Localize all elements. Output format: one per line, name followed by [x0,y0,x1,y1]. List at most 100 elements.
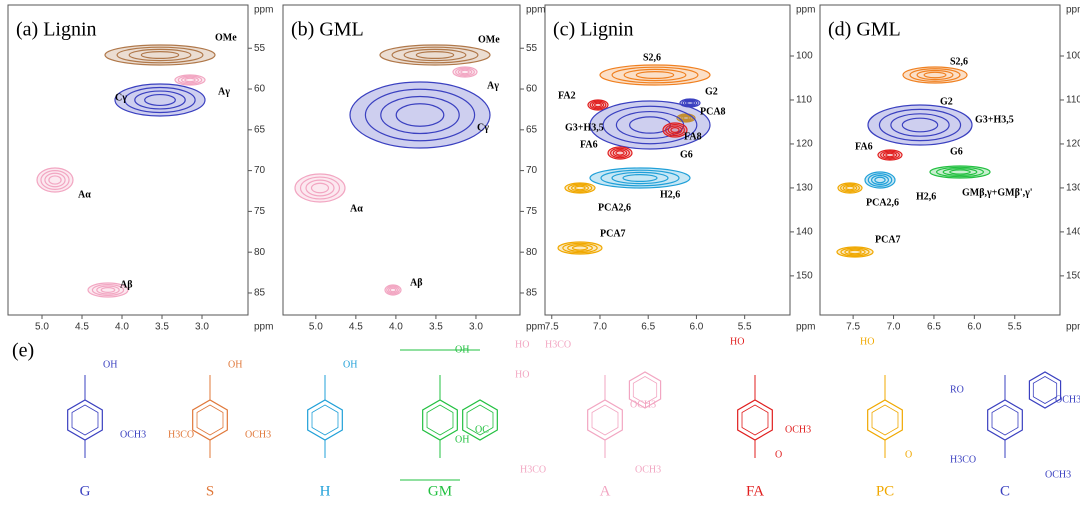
contour [44,172,66,188]
panel-title: (a) Lignin [16,19,97,41]
peak-label: G2 [940,96,953,107]
contour [867,173,893,187]
contour [562,242,598,254]
substituent: OH [455,434,469,445]
contour [682,116,690,120]
substituent: HO [860,336,874,347]
contour [681,99,699,107]
substituent: HO [515,339,529,350]
contour [842,184,858,192]
ring [422,399,458,441]
x-tick-label: 5.0 [309,322,323,333]
ring [462,399,498,441]
y-tick-label: 130 [1066,183,1080,194]
y-tick-label: 150 [796,271,813,282]
contour [128,48,192,62]
panel-title: (c) Lignin [553,19,634,41]
contour [878,108,962,142]
x-tick-label: 5.0 [35,322,49,333]
contour [600,169,680,187]
peak-label: G6 [680,149,693,160]
peak-label: Aγ [218,86,230,97]
peak-label: Cγ [115,92,127,103]
contour [364,88,476,142]
contour [460,69,470,75]
y-tick-label: 100 [1066,51,1080,62]
contour [685,101,694,105]
y-tick-label: 85 [526,288,538,299]
peak-label: PCA7 [875,234,901,245]
contour [294,173,346,203]
contour [387,286,399,294]
peak-label: OMe [478,34,500,45]
peak-label: Aγ [487,80,499,91]
contour [848,249,862,255]
ring-inner [741,404,769,436]
contour [610,147,630,159]
structure-label: G [80,483,91,499]
x-tick-label: 7.0 [887,322,901,333]
contour [611,171,669,185]
x-tick-label: 6.0 [967,322,981,333]
ring [192,399,228,441]
peak-label: PCA2,6 [866,197,899,208]
peak-label: FA6 [580,139,598,150]
y-tick-label: 140 [796,227,813,238]
peak-label: Aα [78,189,91,200]
contour [455,67,475,77]
y-tick-label: 110 [796,95,812,106]
ring-inner [1032,376,1058,404]
contour [310,182,330,194]
y-unit: ppm [796,5,815,16]
y-tick-label: 75 [254,206,266,217]
y-tick-label: 110 [1066,95,1080,106]
contour [623,68,687,82]
x-tick-label: 7.5 [545,322,559,333]
peak-label: PCA7 [600,228,626,239]
y-unit: ppm [526,5,545,16]
contour [457,68,473,76]
y-tick-label: 70 [254,165,266,176]
ring [307,399,343,441]
y-tick-label: 60 [254,84,266,95]
ring-inner [71,404,99,436]
ring-inner [196,404,224,436]
y-tick-label: 85 [254,288,266,299]
y-tick-label: 60 [526,84,538,95]
plot-frame [7,4,249,316]
panel-title: (b) GML [291,19,364,41]
ring-inner [991,404,1019,436]
substituent: H3CO [545,339,571,350]
contour [144,93,176,107]
peak-label: G3+H3,5 [975,114,1014,125]
peak-label: OMe [215,32,237,43]
contour [942,168,978,176]
substituent: OCH3 [120,429,146,440]
peak-label: S2,6 [950,56,968,67]
contour [845,185,855,191]
contour [683,100,697,106]
plot-frame [819,4,1061,316]
contour [867,104,973,146]
plot-frame [282,4,521,316]
x-unit: ppm [1066,322,1080,333]
substituent: OCH3 [245,429,271,440]
y-tick-label: 120 [1066,139,1080,150]
contour [670,127,680,133]
peak-label: H2,6 [916,191,936,202]
contour [571,245,589,251]
contour [104,44,216,66]
ring [628,371,662,409]
substituent: OC [475,424,489,435]
contour [184,77,196,83]
peak-label: G6 [950,146,963,157]
contour [615,150,625,156]
contour [395,103,445,127]
contour [840,183,860,193]
substituent: OH [103,359,117,370]
contour [570,184,589,192]
ring [67,399,103,441]
ring [1028,371,1062,409]
peak-label: GMβ,γ+GMβ',γ' [962,187,1033,198]
contour [134,90,186,110]
